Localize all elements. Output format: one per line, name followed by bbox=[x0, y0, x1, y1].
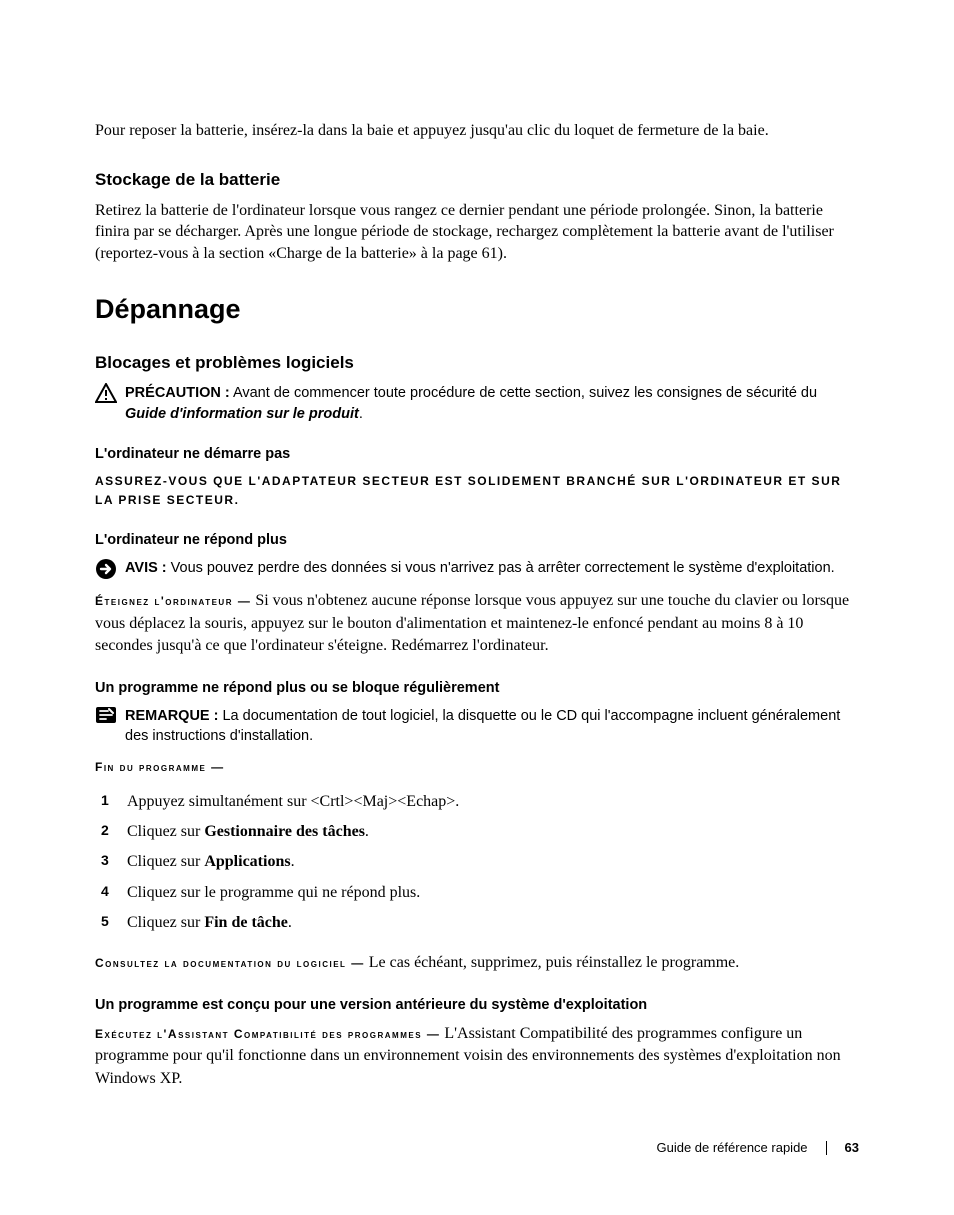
heading-norespond: L'ordinateur ne répond plus bbox=[95, 532, 859, 548]
page-footer: Guide de référence rapide 63 bbox=[95, 1140, 859, 1155]
remark-body: La documentation de tout logiciel, la di… bbox=[125, 708, 840, 744]
caution-body: Avant de commencer toute procédure de ce… bbox=[230, 385, 817, 401]
notice-lead: AVIS : bbox=[125, 560, 167, 576]
caution-text: PRÉCAUTION : Avant de commencer toute pr… bbox=[125, 383, 859, 424]
footer-separator bbox=[826, 1141, 827, 1155]
notice-text: AVIS : Vous pouvez perdre des données si… bbox=[125, 558, 859, 578]
step-4-text: Cliquez sur le programme qui ne répond p… bbox=[127, 884, 420, 901]
notice-callout: AVIS : Vous pouvez perdre des données si… bbox=[95, 558, 859, 580]
step-5-c: . bbox=[288, 914, 292, 931]
remark-callout: REMARQUE : La documentation de tout logi… bbox=[95, 706, 859, 747]
step-3-c: . bbox=[291, 853, 295, 870]
caution-lead: PRÉCAUTION : bbox=[125, 385, 230, 401]
step-1-text: Appuyez simultanément sur <Crtl><Maj><Ec… bbox=[127, 793, 459, 810]
step-3: Cliquez sur Applications. bbox=[95, 847, 859, 877]
turnoff-paragraph: Éteignez l'ordinateur — Si vous n'obtene… bbox=[95, 590, 859, 657]
caution-icon bbox=[95, 383, 125, 403]
remark-text: REMARQUE : La documentation de tout logi… bbox=[125, 706, 859, 747]
step-1: Appuyez simultanément sur <Crtl><Maj><Ec… bbox=[95, 787, 859, 817]
step-5: Cliquez sur Fin de tâche. bbox=[95, 908, 859, 938]
remark-lead: REMARQUE : bbox=[125, 708, 218, 724]
heading-lockups: Blocages et problèmes logiciels bbox=[95, 353, 859, 373]
consult-doc-line: Consultez la documentation du logiciel —… bbox=[95, 952, 859, 974]
storage-body: Retirez la batterie de l'ordinateur lors… bbox=[95, 200, 859, 265]
heading-proghang: Un programme ne répond plus ou se bloque… bbox=[95, 680, 859, 696]
heading-nostart: L'ordinateur ne démarre pas bbox=[95, 446, 859, 462]
step-2-a: Cliquez sur bbox=[127, 823, 204, 840]
compat-lead: Exécutez l'Assistant Compatibilité des p… bbox=[95, 1027, 440, 1041]
step-2-c: . bbox=[365, 823, 369, 840]
heading-storage: Stockage de la batterie bbox=[95, 170, 859, 190]
consult-doc-text: Le cas échéant, supprimez, puis réinstal… bbox=[365, 954, 740, 971]
notice-body: Vous pouvez perdre des données si vous n… bbox=[167, 560, 835, 576]
turnoff-lead: Éteignez l'ordinateur — bbox=[95, 594, 251, 608]
remark-icon bbox=[95, 706, 125, 724]
step-3-b: Applications bbox=[204, 853, 290, 870]
end-program-steps: Appuyez simultanément sur <Crtl><Maj><Ec… bbox=[95, 787, 859, 939]
step-3-a: Cliquez sur bbox=[127, 853, 204, 870]
step-2-b: Gestionnaire des tâches bbox=[204, 823, 365, 840]
step-4: Cliquez sur le programme qui ne répond p… bbox=[95, 878, 859, 908]
intro-paragraph: Pour reposer la batterie, insérez-la dan… bbox=[95, 120, 859, 142]
caution-tail: . bbox=[359, 406, 363, 422]
footer-title: Guide de référence rapide bbox=[656, 1140, 807, 1155]
footer-page-number: 63 bbox=[845, 1140, 859, 1155]
document-page: Pour reposer la batterie, insérez-la dan… bbox=[0, 0, 954, 1215]
nostart-instruction: Assurez-vous que l'adaptateur secteur es… bbox=[95, 472, 859, 510]
step-5-b: Fin de tâche bbox=[204, 914, 288, 931]
step-5-a: Cliquez sur bbox=[127, 914, 204, 931]
heading-troubleshoot: Dépannage bbox=[95, 294, 859, 325]
caution-callout: PRÉCAUTION : Avant de commencer toute pr… bbox=[95, 383, 859, 424]
step-2: Cliquez sur Gestionnaire des tâches. bbox=[95, 817, 859, 847]
heading-oldos: Un programme est conçu pour une version … bbox=[95, 997, 859, 1013]
notice-icon bbox=[95, 558, 125, 580]
endprog-lead-line: Fin du programme — bbox=[95, 756, 859, 778]
caution-ital: Guide d'information sur le produit bbox=[125, 406, 359, 422]
consult-doc-lead: Consultez la documentation du logiciel — bbox=[95, 956, 365, 970]
endprog-lead: Fin du programme — bbox=[95, 760, 225, 774]
compat-paragraph: Exécutez l'Assistant Compatibilité des p… bbox=[95, 1023, 859, 1090]
